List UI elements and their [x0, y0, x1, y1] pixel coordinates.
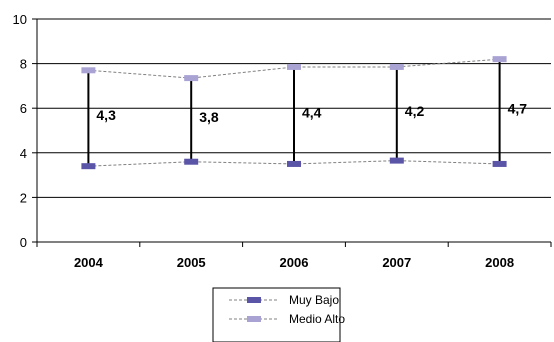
- gap-labels: 4,3 3,8 4,4 4,2 4,7: [96, 101, 527, 125]
- y-axis-ticks: 0 2 4 6 8 10: [13, 12, 37, 250]
- x-tick-label: 2004: [74, 255, 104, 270]
- medio-alto-marker: [389, 63, 404, 70]
- legend-label-muy-bajo: Muy Bajo: [289, 293, 339, 307]
- muy-bajo-marker: [287, 160, 301, 167]
- medio-alto-marker: [287, 63, 301, 70]
- y-tick-label: 6: [20, 101, 27, 116]
- x-tick-label: 2008: [485, 255, 514, 270]
- axes: [36, 19, 551, 243]
- gap-label: 4,7: [508, 101, 528, 117]
- x-tick-label: 2005: [177, 255, 206, 270]
- legend: Muy Bajo Medio Alto: [212, 287, 345, 342]
- legend-marker-muy-bajo: [247, 297, 261, 303]
- muy-bajo-marker: [81, 163, 96, 170]
- medio-alto-marker: [492, 56, 507, 63]
- muy-bajo-marker: [389, 157, 404, 164]
- x-tick-label: 2007: [382, 255, 411, 270]
- gap-label: 4,2: [405, 103, 425, 119]
- gap-label: 3,8: [199, 109, 219, 125]
- medio-alto-marker: [81, 67, 96, 74]
- muy-bajo-marker: [184, 158, 199, 165]
- muy-bajo-marker: [492, 160, 507, 167]
- series-markers: [81, 56, 507, 170]
- gap-label: 4,3: [96, 107, 116, 123]
- gap-label: 4,4: [302, 104, 322, 120]
- y-tick-label: 4: [20, 146, 27, 161]
- legend-box: [212, 287, 341, 342]
- legend-marker-medio-alto: [247, 316, 261, 322]
- legend-label-medio-alto: Medio Alto: [289, 312, 345, 326]
- y-tick-label: 8: [20, 57, 27, 72]
- x-axis-ticks: 2004 2005 2006 2007 2008: [36, 242, 552, 270]
- gap-bars: [87, 59, 501, 167]
- y-tick-label: 0: [20, 235, 27, 250]
- x-tick-label: 2006: [280, 255, 309, 270]
- y-tick-label: 2: [20, 190, 27, 205]
- y-tick-label: 10: [13, 12, 27, 27]
- medio-alto-marker: [184, 75, 199, 82]
